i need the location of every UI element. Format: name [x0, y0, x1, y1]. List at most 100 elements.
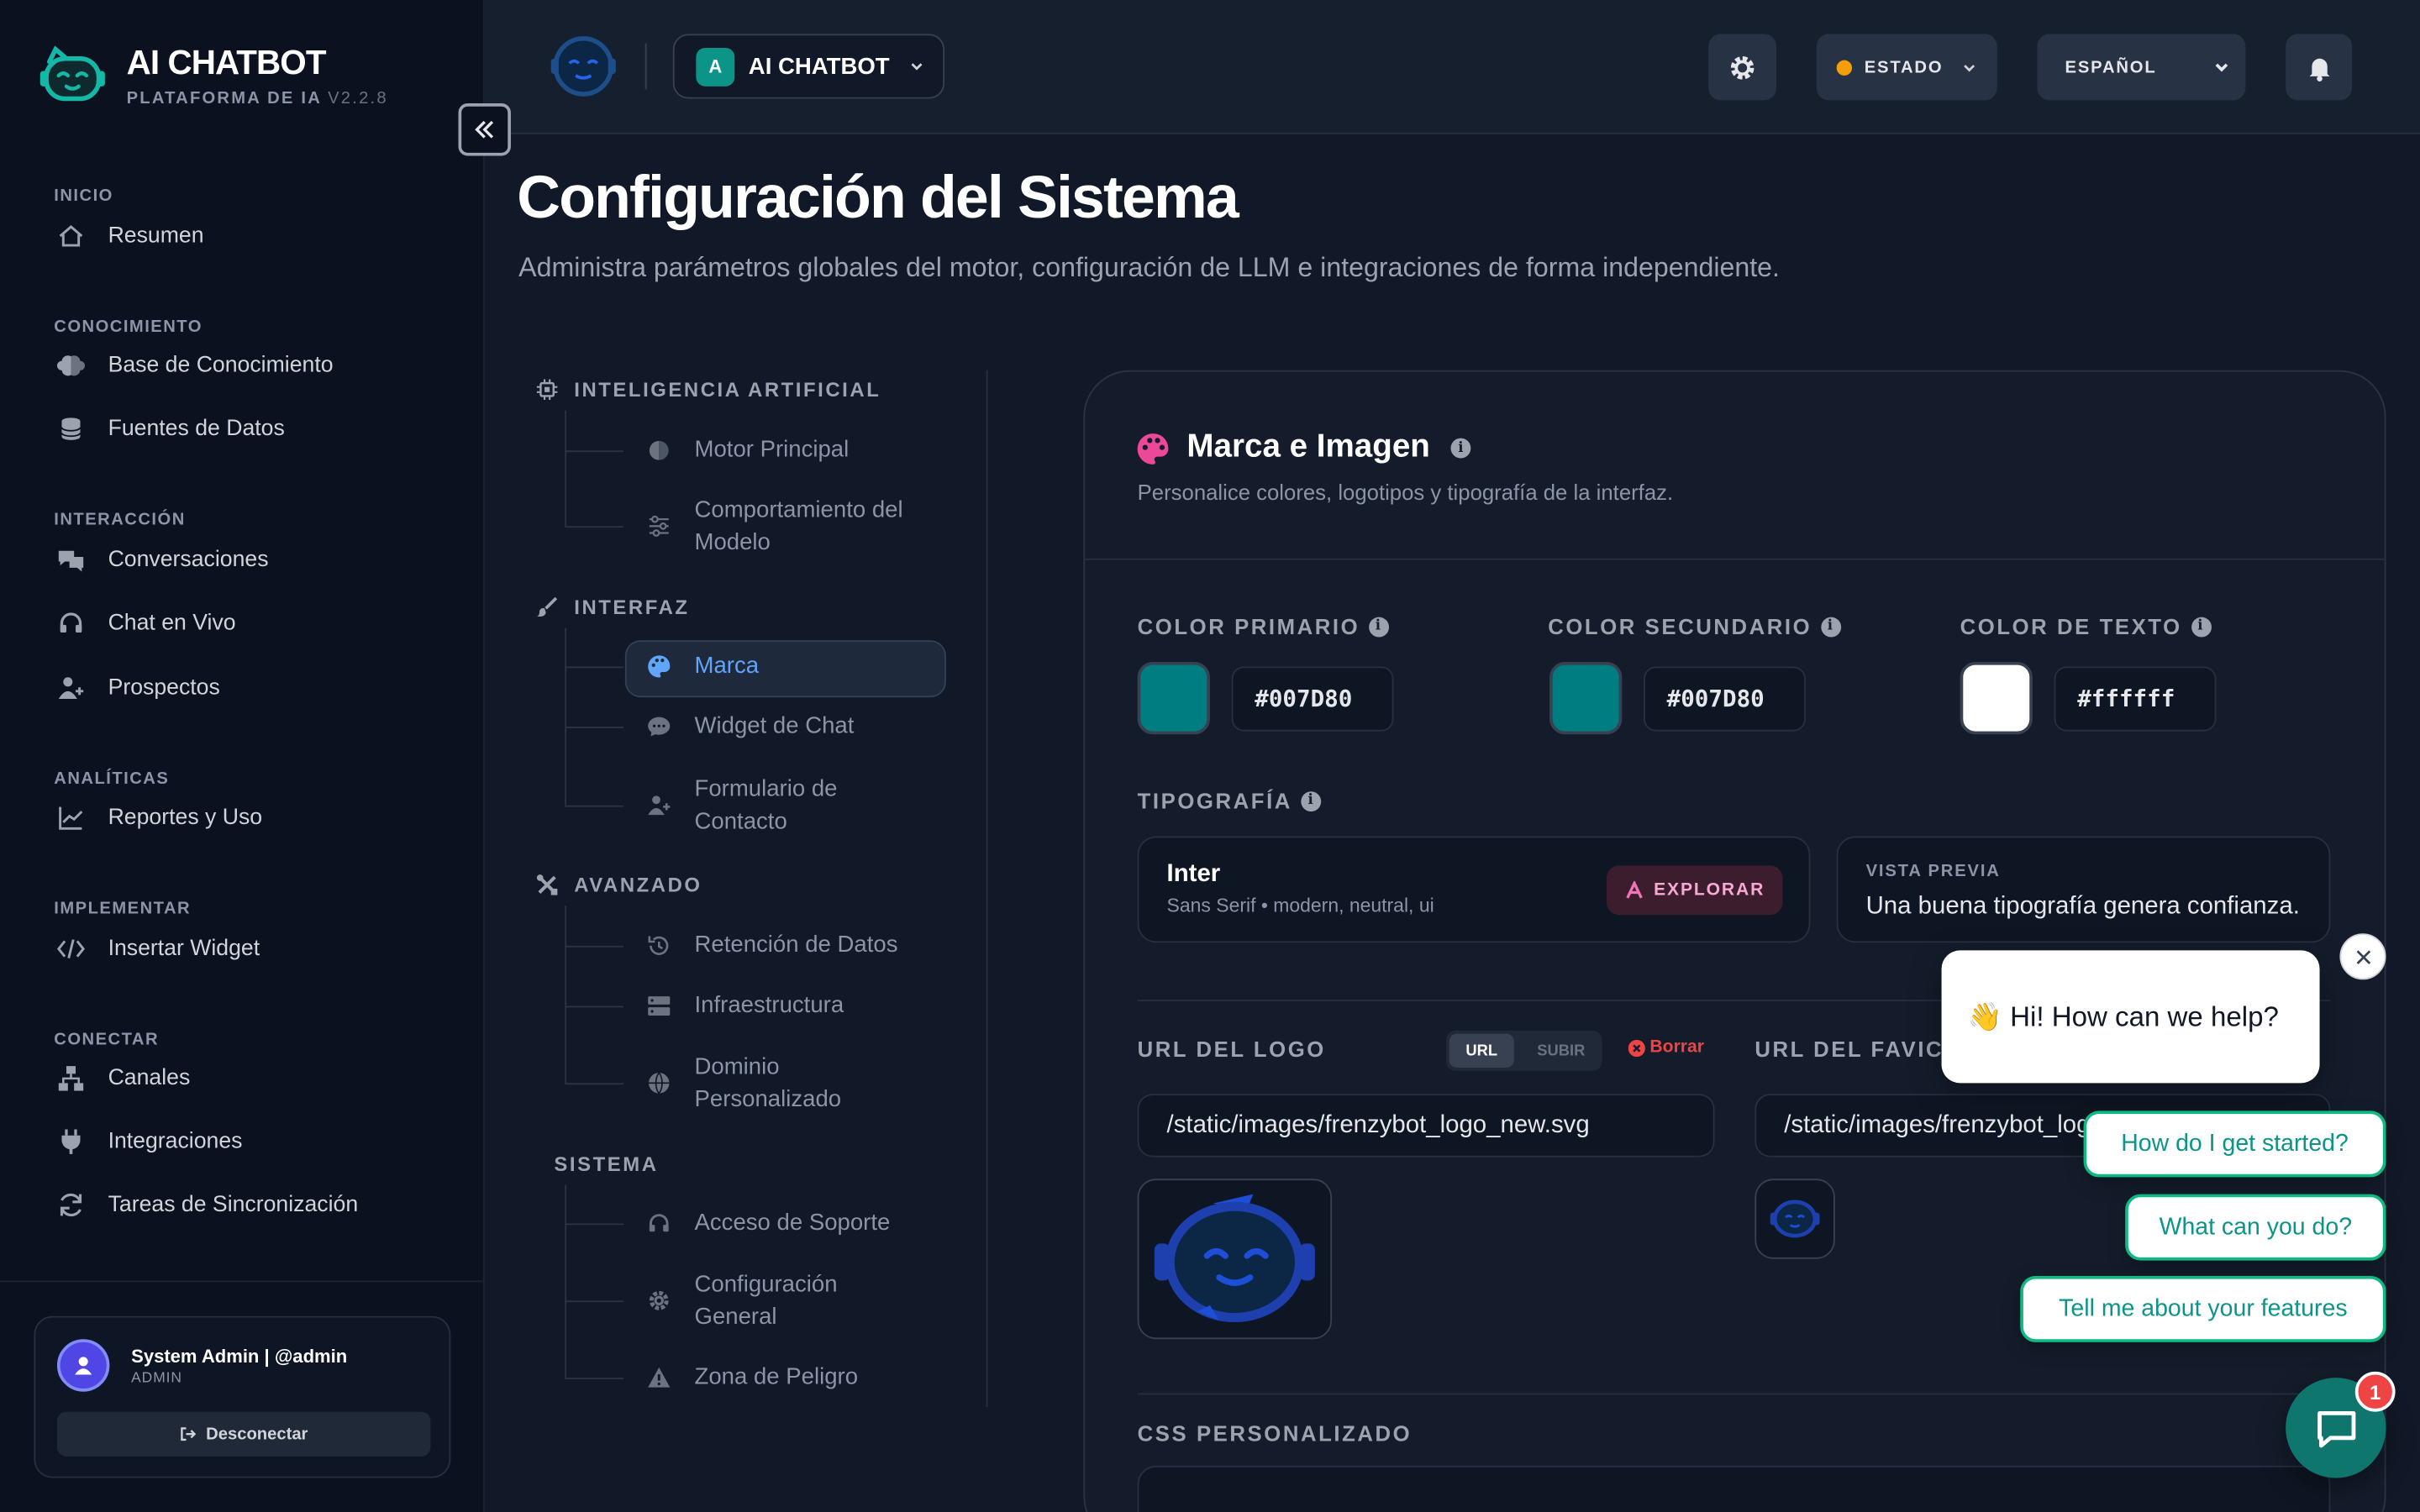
brand-subtitle: PLATAFORMA DE IA V2.2.8 [127, 90, 388, 108]
sidebar-item[interactable]: Canales [0, 1046, 485, 1109]
settings-nav-item[interactable]: Motor Principal [645, 433, 920, 466]
sidebar-item[interactable]: Conversaciones [0, 528, 485, 591]
chat-suggestion-button[interactable]: What can you do? [2125, 1194, 2386, 1261]
network-icon [55, 1063, 87, 1094]
typography-label: TIPOGRAFÍA i [1138, 789, 1322, 813]
sliders-icon [645, 512, 673, 540]
user-icon [75, 1357, 92, 1375]
sidebar-item[interactable]: Insertar Widget [0, 916, 485, 979]
tree-branch [565, 1223, 624, 1226]
sidebar-item[interactable]: Base de Conocimiento [0, 333, 485, 396]
logo-preview [1137, 1179, 1333, 1340]
double-chevron-left-icon [475, 120, 494, 139]
settings-nav-label: Formulario de Contacto [694, 775, 838, 835]
sidebar-item-label: Base de Conocimiento [108, 352, 334, 378]
info-icon[interactable]: i [1450, 438, 1471, 459]
close-circle-icon [1628, 1039, 1645, 1057]
settings-nav-item[interactable]: Comportamiento del Modelo [645, 494, 920, 559]
chat-suggestion-button[interactable]: Tell me about your features [2020, 1275, 2386, 1342]
logout-label: Desconectar [206, 1425, 308, 1444]
sidebar-item[interactable]: Integraciones [0, 1110, 485, 1173]
settings-nav-item[interactable]: Dominio Personalizado [645, 1051, 920, 1116]
page-subtitle: Administra parámetros globales del motor… [518, 251, 1781, 283]
logout-button[interactable]: Desconectar [56, 1411, 431, 1457]
bot-selector[interactable]: A AI CHATBOT [672, 34, 945, 99]
settings-nav-label: Dominio Personalizado [694, 1053, 842, 1113]
favicon-preview [1754, 1179, 1835, 1259]
settings-group-text: INTELIGENCIA ARTIFICIAL [574, 377, 881, 402]
card-subtitle: Personalice colores, logotipos y tipogra… [1137, 480, 1674, 505]
settings-nav-item[interactable]: Infraestructura [645, 989, 920, 1021]
tree-branch [565, 1378, 624, 1380]
explore-label: EXPLORAR [1654, 880, 1765, 900]
info-icon[interactable]: i [1821, 616, 1842, 637]
settings-nav-item[interactable]: Marca [645, 649, 920, 682]
sidebar-item-label: Resumen [108, 223, 204, 248]
settings-nav-item[interactable]: Configuración General [645, 1268, 920, 1333]
settings-nav-active-highlight [624, 640, 946, 698]
chevron-down-icon [1964, 64, 1975, 71]
notifications-button[interactable] [2286, 34, 2353, 101]
font-meta: Sans Serif • modern, neutral, ui [1166, 895, 1434, 916]
favicon-url-label: URL DEL FAVICON [1754, 1037, 1981, 1062]
info-icon[interactable]: i [1301, 790, 1322, 811]
text-color-swatch[interactable] [1960, 661, 2033, 735]
settings-nav-item[interactable]: Retención de Datos [645, 929, 920, 962]
sidebar-item[interactable]: Reportes y Uso [0, 785, 485, 848]
settings-nav-item[interactable]: Acceso de Soporte [645, 1206, 920, 1239]
custom-css-editor[interactable] [1137, 1465, 2331, 1512]
tree-branch [565, 1083, 624, 1085]
section-divider [1137, 1000, 2331, 1002]
primary-color-label-text: COLOR PRIMARIO [1137, 614, 1360, 639]
secondary-color-swatch[interactable] [1549, 661, 1623, 735]
brand[interactable]: AI CHATBOT PLATAFORMA DE IA V2.2.8 [37, 40, 388, 111]
toggle-url-option[interactable]: URL [1449, 1033, 1514, 1068]
info-icon[interactable]: i [2191, 616, 2212, 637]
section-divider [1137, 1393, 2331, 1395]
brush-icon [536, 596, 558, 617]
text-color-input[interactable]: #ffffff [2054, 666, 2217, 732]
font-selector[interactable]: Inter Sans Serif • modern, neutral, ui E… [1137, 836, 1811, 943]
sidebar-section-label: ANALÍTICAS [54, 769, 170, 789]
chat-greeting-bubble[interactable]: 👋 Hi! How can we help? [1941, 950, 2320, 1084]
language-select[interactable]: ESPAÑOL [2037, 34, 2246, 101]
sync-icon [55, 1189, 87, 1220]
settings-nav-label: Marca [694, 652, 760, 680]
theme-toggle-button[interactable] [1708, 34, 1777, 101]
bell-icon [2308, 57, 2329, 81]
palette-icon [645, 652, 673, 680]
user-name: System Admin | @admin [131, 1345, 348, 1368]
status-button[interactable]: ESTADO [1816, 34, 1997, 101]
robot-logo-icon [39, 45, 105, 102]
sidebar-item[interactable]: Prospectos [0, 656, 485, 719]
logo-url-input[interactable]: /static/images/frenzybot_logo_new.svg [1137, 1094, 1715, 1158]
info-icon[interactable]: i [1369, 616, 1390, 637]
sidebar-item[interactable]: Tareas de Sincronización [0, 1173, 485, 1236]
secondary-color-input[interactable]: #007D80 [1644, 666, 1806, 732]
sidebar-item[interactable]: Resumen [0, 203, 485, 266]
sidebar-item[interactable]: Chat en Vivo [0, 591, 485, 654]
explore-fonts-button[interactable]: EXPLORAR [1607, 865, 1783, 916]
settings-nav-label: Acceso de Soporte [694, 1209, 891, 1236]
primary-color-swatch[interactable] [1137, 661, 1210, 735]
delete-label: Borrar [1649, 1038, 1705, 1058]
chat-close-button[interactable] [2339, 933, 2386, 980]
settings-nav-item[interactable]: Formulario de Contacto [645, 773, 920, 837]
settings-nav-item[interactable]: Zona de Peligro [645, 1361, 920, 1394]
settings-nav-label: Configuración General [694, 1271, 838, 1331]
unread-badge: 1 [2354, 1371, 2396, 1412]
tree-branch [565, 1300, 624, 1303]
sidebar-item[interactable]: Fuentes de Datos [0, 396, 485, 459]
chat-suggestion-button[interactable]: How do I get started? [2083, 1110, 2386, 1178]
toggle-upload-option[interactable]: SUBIR [1537, 1042, 1586, 1059]
delete-logo-button[interactable]: Borrar [1628, 1038, 1704, 1057]
collapse-sidebar-button[interactable] [458, 103, 511, 156]
tree-branch [565, 450, 624, 453]
settings-nav-item[interactable]: Widget de Chat [645, 710, 920, 743]
avatar[interactable] [56, 1339, 110, 1392]
chevron-down-icon [912, 63, 923, 71]
primary-color-input[interactable]: #007D80 [1231, 666, 1394, 732]
globe-icon [645, 1069, 673, 1097]
sidebar-item-label: Canales [108, 1065, 191, 1090]
settings-group-label: SISTEMA [554, 1152, 658, 1176]
